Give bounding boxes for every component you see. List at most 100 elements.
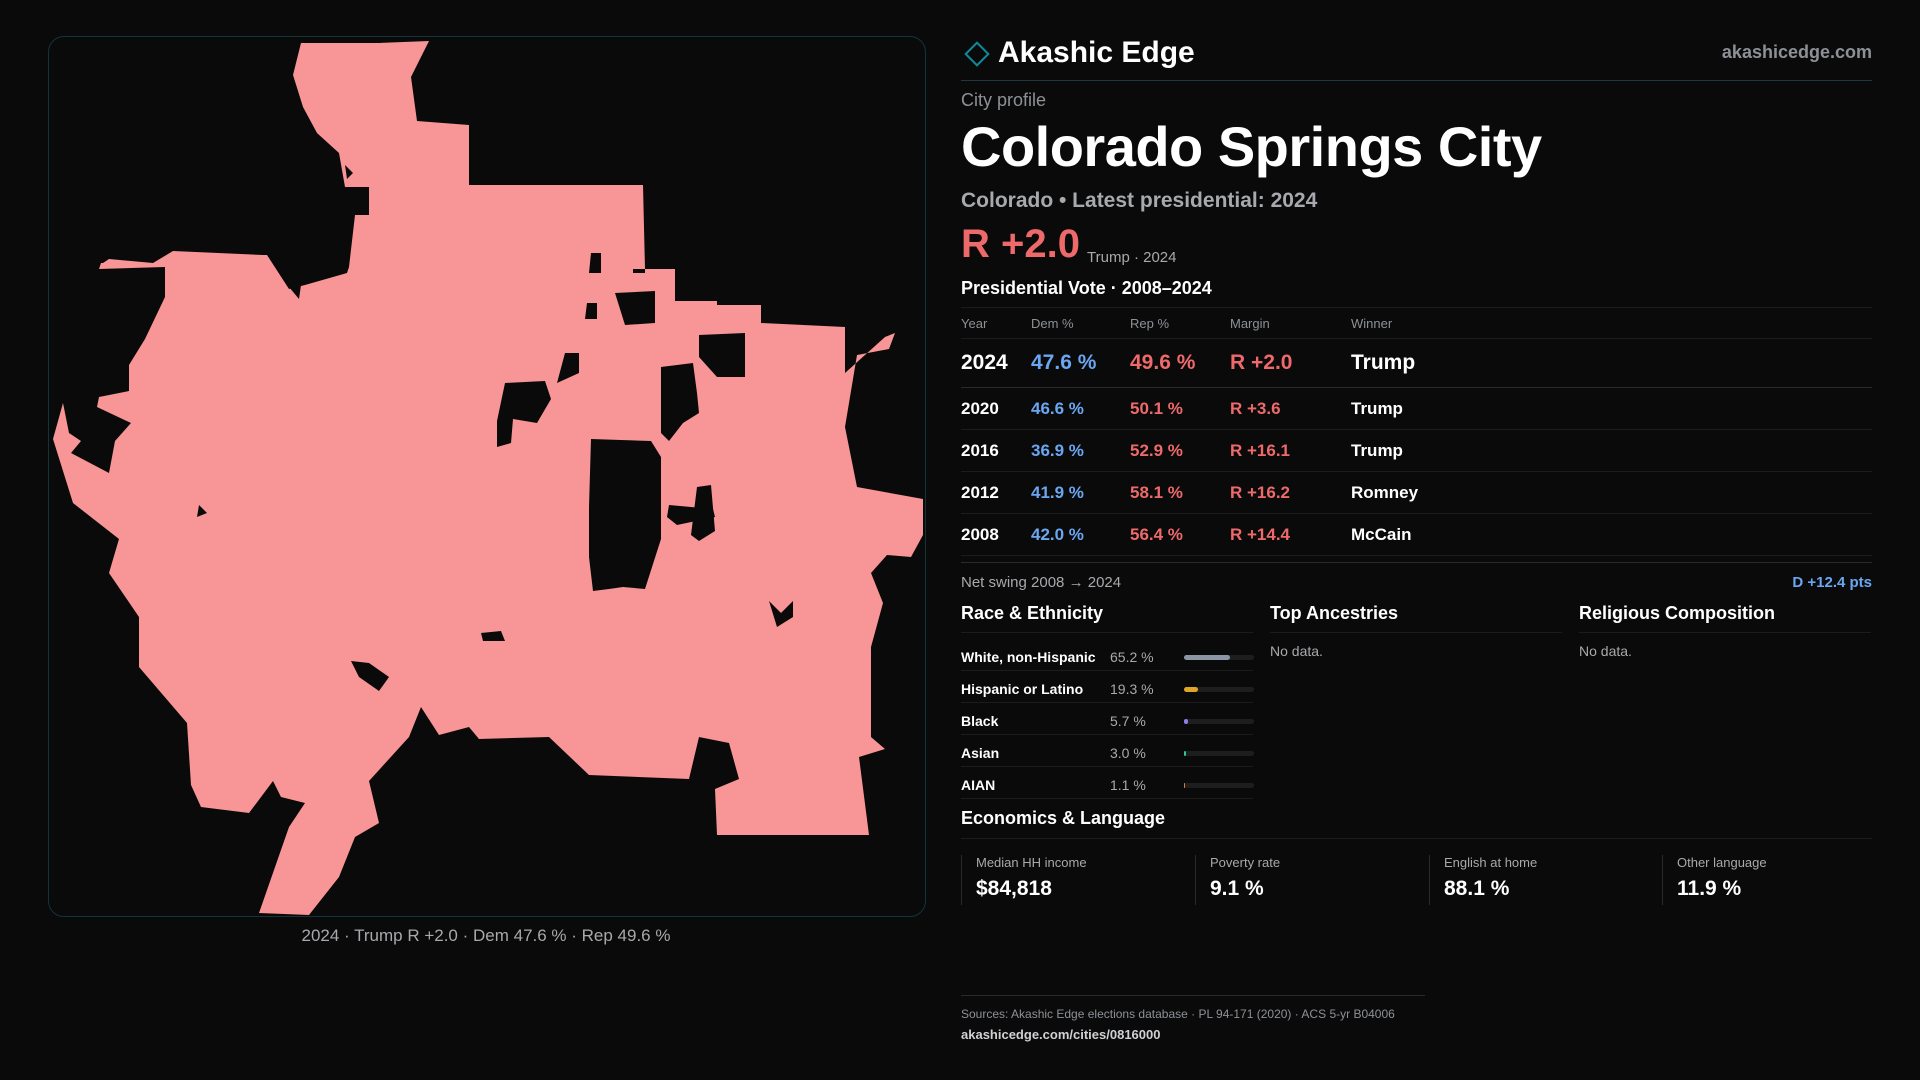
header-winner: Winner bbox=[1351, 316, 1393, 331]
cell-winner: Trump bbox=[1351, 441, 1403, 460]
header-year: Year bbox=[961, 316, 988, 331]
header-rep: Rep % bbox=[1130, 316, 1170, 331]
stat-label: Poverty rate bbox=[1210, 855, 1281, 870]
cell-dem: 46.6 % bbox=[1031, 399, 1084, 418]
cell-year: 2020 bbox=[961, 399, 999, 418]
cell-rep: 49.6 % bbox=[1130, 351, 1196, 374]
race-pct: 19.3 % bbox=[1110, 681, 1154, 697]
brand-header: Akashic Edge akashicedge.com bbox=[961, 30, 1872, 81]
net-swing: Net swing 2008 → 2024 D +12.4 pts bbox=[961, 562, 1872, 595]
race-bar bbox=[1184, 719, 1254, 724]
cell-year: 2012 bbox=[961, 483, 999, 502]
header-margin: Margin bbox=[1230, 316, 1270, 331]
cell-dem: 36.9 % bbox=[1031, 441, 1084, 460]
cell-rep: 50.1 % bbox=[1130, 399, 1183, 418]
net-swing-value: D +12.4 pts bbox=[1792, 574, 1872, 591]
diamond-logo-icon bbox=[964, 41, 990, 67]
race-label: AIAN bbox=[961, 777, 996, 793]
race-label: White, non-Hispanic bbox=[961, 649, 1096, 665]
header-dem: Dem % bbox=[1031, 316, 1074, 331]
latest-margin-winner: Trump · 2024 bbox=[1087, 249, 1177, 266]
stat-label: Other language bbox=[1677, 855, 1767, 870]
race-pct: 65.2 % bbox=[1110, 649, 1154, 665]
stat-label: English at home bbox=[1444, 855, 1538, 870]
cell-winner: Romney bbox=[1351, 483, 1419, 502]
race-bar bbox=[1184, 687, 1254, 692]
race-pct: 1.1 % bbox=[1110, 777, 1146, 793]
cell-winner: Trump bbox=[1351, 399, 1403, 418]
sources-footer: Sources: Akashic Edge elections database… bbox=[961, 995, 1425, 1042]
sources-text: Sources: Akashic Edge elections database… bbox=[961, 1007, 1395, 1021]
race-bar bbox=[1184, 751, 1254, 756]
table-row: 2008 42.0 % 56.4 % R +14.4 McCain bbox=[961, 514, 1872, 556]
cell-winner: McCain bbox=[1351, 525, 1412, 544]
race-section-title: Race & Ethnicity bbox=[961, 600, 1253, 633]
latest-margin-value: R +2.0 bbox=[961, 222, 1080, 266]
table-row: 2016 36.9 % 52.9 % R +16.1 Trump bbox=[961, 430, 1872, 472]
stat-other-language: Other language 11.9 % bbox=[1662, 855, 1883, 905]
cell-dem: 41.9 % bbox=[1031, 483, 1084, 502]
cell-margin: R +14.4 bbox=[1230, 525, 1291, 544]
vote-section-title: Presidential Vote · 2008–2024 bbox=[961, 278, 1212, 298]
cell-rep: 58.1 % bbox=[1130, 483, 1183, 502]
race-bar bbox=[1184, 655, 1254, 660]
race-bar-fill bbox=[1184, 655, 1230, 660]
cell-margin: R +3.6 bbox=[1230, 399, 1281, 418]
economics-header: Economics & Language bbox=[961, 808, 1872, 839]
race-ethnicity-section: Race & Ethnicity White, non-Hispanic 65.… bbox=[961, 600, 1254, 799]
race-pct: 3.0 % bbox=[1110, 745, 1146, 761]
race-label: Black bbox=[961, 713, 999, 729]
cell-year: 2016 bbox=[961, 441, 999, 460]
cell-rep: 52.9 % bbox=[1130, 441, 1183, 460]
cell-margin: R +16.1 bbox=[1230, 441, 1291, 460]
cell-winner: Trump bbox=[1351, 351, 1416, 374]
cell-dem: 42.0 % bbox=[1031, 525, 1084, 544]
list-item: Hispanic or Latino 19.3 % bbox=[961, 671, 1254, 703]
page-title: Colorado Springs City bbox=[961, 115, 1542, 178]
brand-url-link[interactable]: akashicedge.com bbox=[1721, 42, 1872, 62]
stat-median-income: Median HH income $84,818 bbox=[961, 855, 1182, 905]
city-boundary-shape bbox=[53, 41, 923, 915]
profile-panel: Akashic Edge akashicedge.com City profil… bbox=[961, 0, 1872, 1080]
cell-dem: 47.6 % bbox=[1031, 351, 1097, 374]
list-item: AIAN 1.1 % bbox=[961, 767, 1254, 799]
map-caption: 2024 · Trump R +2.0 · Dem 47.6 % · Rep 4… bbox=[301, 926, 671, 945]
cell-margin: R +2.0 bbox=[1230, 351, 1293, 374]
race-bar bbox=[1184, 783, 1254, 788]
cell-margin: R +16.2 bbox=[1230, 483, 1291, 502]
religion-empty: No data. bbox=[1579, 643, 1632, 659]
stat-poverty-rate: Poverty rate 9.1 % bbox=[1195, 855, 1416, 905]
race-bar-fill bbox=[1184, 719, 1188, 724]
stat-label: Median HH income bbox=[976, 855, 1087, 870]
ancestries-section-title: Top Ancestries bbox=[1270, 600, 1562, 633]
economics-grid: Median HH income $84,818 Poverty rate 9.… bbox=[961, 855, 1872, 907]
cell-year: 2008 bbox=[961, 525, 999, 544]
race-label: Asian bbox=[961, 745, 1000, 761]
stat-value: 88.1 % bbox=[1444, 877, 1510, 900]
religion-section-title: Religious Composition bbox=[1579, 600, 1871, 633]
list-item: Asian 3.0 % bbox=[961, 735, 1254, 767]
race-bar-fill bbox=[1184, 783, 1186, 788]
vote-table: Year Dem % Rep % Margin Winner 2024 47.6… bbox=[961, 307, 1872, 556]
race-bar-fill bbox=[1184, 687, 1198, 692]
stat-value: $84,818 bbox=[976, 877, 1052, 900]
race-label: Hispanic or Latino bbox=[961, 681, 1084, 697]
stat-english-home: English at home 88.1 % bbox=[1429, 855, 1650, 905]
list-item: Black 5.7 % bbox=[961, 703, 1254, 735]
profile-subtitle: Colorado • Latest presidential: 2024 bbox=[961, 189, 1318, 212]
profile-eyebrow: City profile bbox=[961, 90, 1047, 110]
sources-url-link[interactable]: akashicedge.com/cities/0816000 bbox=[961, 1027, 1161, 1042]
table-row: 2024 47.6 % 49.6 % R +2.0 Trump bbox=[961, 339, 1872, 388]
cell-year: 2024 bbox=[961, 351, 1008, 374]
race-bar-fill bbox=[1184, 751, 1187, 756]
table-row: 2012 41.9 % 58.1 % R +16.2 Romney bbox=[961, 472, 1872, 514]
ancestries-section: Top Ancestries No data. bbox=[1270, 600, 1562, 659]
brand-name: Akashic Edge bbox=[998, 36, 1195, 69]
table-row: 2020 46.6 % 50.1 % R +3.6 Trump bbox=[961, 388, 1872, 430]
race-pct: 5.7 % bbox=[1110, 713, 1146, 729]
religion-section: Religious Composition No data. bbox=[1579, 600, 1871, 659]
stat-value: 11.9 % bbox=[1677, 877, 1742, 900]
stat-value: 9.1 % bbox=[1210, 877, 1264, 900]
economics-section-title: Economics & Language bbox=[961, 808, 1166, 828]
vote-table-header: Year Dem % Rep % Margin Winner bbox=[961, 308, 1872, 339]
